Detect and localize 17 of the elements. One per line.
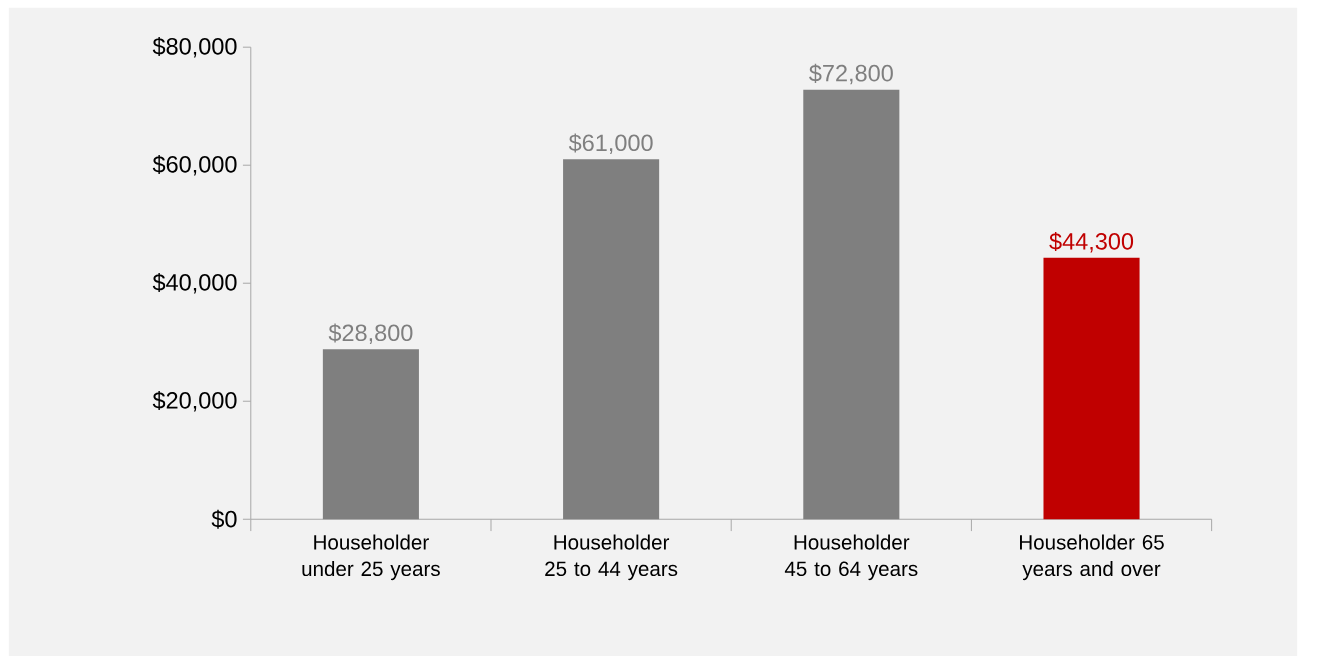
y-tick-label: $80,000	[152, 37, 237, 58]
bar	[563, 159, 660, 520]
data-label: $61,000	[568, 133, 653, 154]
bar	[1043, 257, 1140, 520]
bar	[322, 349, 419, 520]
data-label: $72,800	[809, 63, 893, 85]
y-tick-label: $0	[211, 509, 237, 529]
x-tick-label: Householder 25 to 44 years	[545, 534, 678, 581]
x-tick-label: Householder 45 to 64 years	[784, 534, 918, 581]
x-tick-label: Householder under 25 years	[302, 534, 440, 581]
y-tick-label: $20,000	[152, 391, 237, 412]
bar	[803, 89, 900, 520]
x-tick-label: Householder 65 years and over	[1020, 534, 1164, 581]
data-label: $44,300	[1049, 232, 1134, 253]
data-label: $28,800	[328, 323, 413, 344]
y-tick-label: $60,000	[152, 155, 237, 176]
y-tick-label: $40,000	[152, 273, 237, 294]
